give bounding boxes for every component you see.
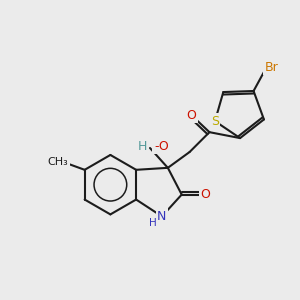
Text: -O: -O [154, 140, 169, 152]
Text: S: S [211, 115, 219, 128]
Text: Br: Br [265, 61, 278, 74]
Text: O: O [187, 109, 196, 122]
Text: CH₃: CH₃ [47, 157, 68, 167]
Text: H: H [149, 218, 157, 228]
Text: O: O [200, 188, 210, 201]
Text: N: N [157, 210, 167, 223]
Text: H: H [138, 140, 147, 152]
